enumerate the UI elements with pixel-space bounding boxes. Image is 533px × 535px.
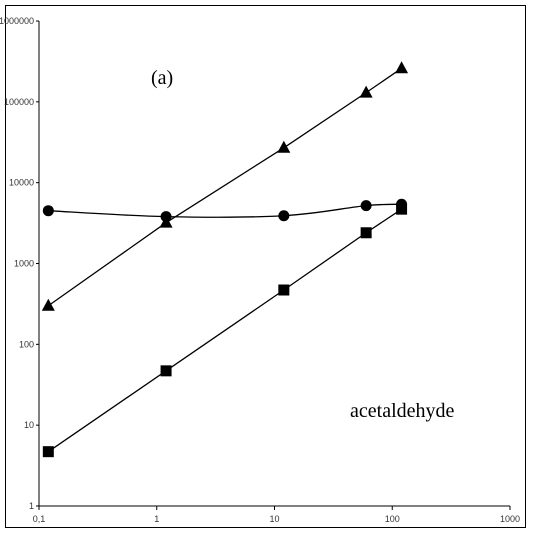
axes: [36, 20, 511, 510]
tick-labels: 1 10 100 1000 10000 100000 1000000 0,1 1 10 100 100…: [0, 16, 520, 524]
y-tick-label: 1000: [14, 259, 34, 269]
series-lines: [47, 67, 402, 453]
x-tick-label: 100: [385, 514, 400, 524]
y-tick-label: 10: [24, 420, 34, 430]
x-tick-label: 0,1: [33, 514, 46, 524]
circle-point: [278, 210, 290, 222]
chart-frame: [5, 5, 526, 528]
square-point: [42, 446, 54, 458]
y-tick-label: 1000000: [0, 16, 34, 26]
square-point: [360, 227, 372, 239]
square-series-line: [47, 208, 402, 453]
x-tick-label: 1000: [500, 514, 520, 524]
triangle-point: [359, 85, 373, 98]
square-point: [278, 284, 290, 296]
square-point: [160, 365, 172, 377]
y-tick-label: 1: [29, 501, 34, 511]
circle-series-line: [48, 203, 402, 218]
circle-point: [360, 200, 372, 212]
x-tick-label: 10: [269, 514, 279, 524]
triangle-series-line: [47, 67, 402, 307]
panel-label: (a): [151, 67, 173, 89]
triangle-point: [277, 140, 291, 153]
triangle-point: [395, 61, 409, 74]
x-tick-label: 1: [154, 514, 159, 524]
series-markers: [41, 61, 409, 458]
y-tick-label: 100000: [4, 97, 34, 107]
square-point: [396, 203, 408, 215]
compound-label: acetaldehyde: [350, 400, 454, 422]
circle-point: [160, 211, 172, 223]
y-tick-label: 100: [19, 339, 34, 349]
triangle-point: [41, 298, 55, 311]
circle-point: [42, 205, 54, 217]
y-tick-label: 10000: [9, 178, 34, 188]
